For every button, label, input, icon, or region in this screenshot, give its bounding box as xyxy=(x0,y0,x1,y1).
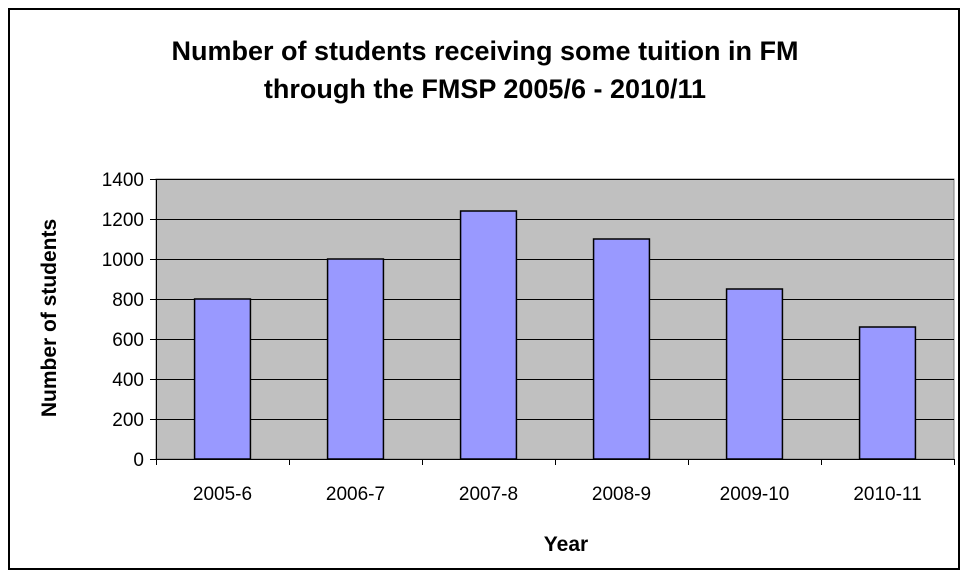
plot-area xyxy=(155,178,955,460)
gridlines xyxy=(156,179,954,420)
y-tick-label: 800 xyxy=(112,290,144,311)
bar-2010-11 xyxy=(858,326,917,460)
plot-background xyxy=(155,178,955,460)
y-tick-label: 1200 xyxy=(102,210,144,231)
bar-2009-10 xyxy=(725,288,784,460)
y-tick-label: 1000 xyxy=(102,250,144,271)
x-tick-label: 2005-6 xyxy=(193,484,252,505)
y-tick-label: 200 xyxy=(112,410,144,431)
bar-2007-8 xyxy=(459,210,518,460)
y-tick-label: 400 xyxy=(112,370,144,391)
x-axis-title: Year xyxy=(544,533,588,556)
x-tick-label: 2007-8 xyxy=(459,484,518,505)
chart-title-line-1: Number of students receiving some tuitio… xyxy=(171,36,799,66)
y-tick-label: 600 xyxy=(112,330,144,351)
y-axis-title: Number of students xyxy=(38,219,61,417)
bar-2006-7 xyxy=(326,258,385,460)
axes xyxy=(150,179,955,465)
x-tick-label: 2006-7 xyxy=(326,484,385,505)
bar-2005-6 xyxy=(193,298,252,460)
y-tick-label: 1400 xyxy=(102,170,144,191)
x-tick-label: 2008-9 xyxy=(592,484,651,505)
x-tick-label: 2010-11 xyxy=(853,484,921,505)
bar-2008-9 xyxy=(592,238,651,460)
y-tick-label: 0 xyxy=(133,450,144,471)
chart-title: Number of students receiving some tuitio… xyxy=(0,32,970,108)
tick-labels: 0 200 400 600 800 1000 1200 1400 2005-6 2006-7 200… xyxy=(102,170,922,505)
chart-title-line-2: through the FMSP 2005/6 - 2010/11 xyxy=(263,74,707,104)
x-tick-label: 2009-10 xyxy=(720,484,790,505)
